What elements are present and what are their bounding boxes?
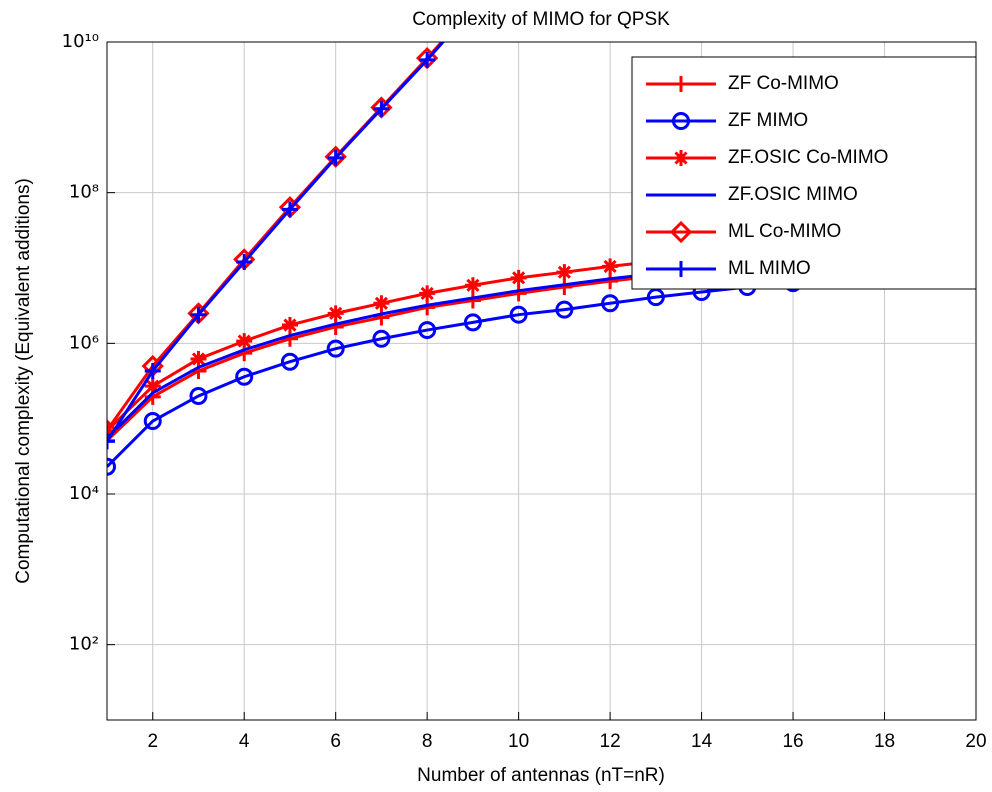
legend-label: ZF.OSIC MIMO bbox=[728, 184, 858, 205]
marker bbox=[281, 317, 298, 334]
x-tick-label: 16 bbox=[782, 731, 803, 752]
marker bbox=[556, 278, 573, 295]
marker bbox=[144, 378, 161, 395]
marker bbox=[669, 220, 693, 244]
y-tick-label: 10⁴ bbox=[69, 483, 99, 504]
marker bbox=[281, 201, 298, 218]
marker bbox=[419, 285, 436, 302]
marker bbox=[419, 51, 436, 68]
marker bbox=[107, 457, 116, 476]
chart-title: Complexity of MIMO for QPSK bbox=[412, 9, 670, 30]
marker bbox=[646, 288, 665, 307]
marker bbox=[464, 277, 481, 294]
x-tick-label: 18 bbox=[874, 731, 895, 752]
legend-label: ZF Co-MIMO bbox=[728, 73, 839, 94]
marker bbox=[144, 362, 161, 379]
marker bbox=[509, 305, 528, 324]
marker bbox=[601, 294, 620, 313]
marker bbox=[373, 309, 390, 326]
x-axis-label: Number of antennas (nT=nR) bbox=[417, 765, 665, 786]
marker bbox=[281, 330, 298, 347]
y-tick-label: 10⁸ bbox=[69, 182, 99, 203]
marker bbox=[673, 150, 689, 166]
x-tick-label: 10 bbox=[508, 731, 529, 752]
legend-label: ML Co-MIMO bbox=[728, 221, 841, 242]
marker bbox=[236, 333, 253, 350]
marker bbox=[673, 261, 689, 277]
marker bbox=[236, 254, 253, 271]
marker bbox=[672, 112, 690, 130]
y-tick-label: 10⁶ bbox=[69, 332, 99, 353]
legend-label: ZF MIMO bbox=[728, 110, 808, 131]
marker bbox=[555, 300, 574, 319]
x-tick-label: 8 bbox=[422, 731, 433, 752]
marker bbox=[373, 295, 390, 312]
marker bbox=[602, 273, 619, 290]
x-tick-label: 2 bbox=[147, 731, 158, 752]
marker bbox=[510, 269, 527, 286]
x-tick-label: 6 bbox=[330, 731, 341, 752]
marker bbox=[235, 367, 254, 386]
y-axis-label: Computational complexity (Equivalent add… bbox=[13, 178, 34, 584]
x-tick-label: 12 bbox=[600, 731, 621, 752]
y-tick-label: 10¹⁰ bbox=[62, 31, 99, 52]
marker bbox=[107, 433, 115, 450]
marker bbox=[510, 285, 527, 302]
marker bbox=[143, 412, 162, 431]
marker bbox=[464, 292, 481, 309]
marker bbox=[463, 313, 482, 332]
marker bbox=[602, 258, 619, 275]
marker bbox=[189, 386, 208, 405]
marker bbox=[326, 339, 345, 358]
marker bbox=[327, 149, 344, 166]
legend-label: ML MIMO bbox=[728, 258, 811, 279]
marker bbox=[280, 352, 299, 371]
x-tick-label: 14 bbox=[691, 731, 713, 752]
legend-box bbox=[631, 56, 977, 290]
x-tick-label: 20 bbox=[965, 731, 986, 752]
marker bbox=[327, 305, 344, 322]
y-tick-label: 10² bbox=[69, 634, 99, 655]
marker bbox=[418, 321, 437, 340]
legend-label: ZF.OSIC Co-MIMO bbox=[728, 147, 888, 168]
marker bbox=[673, 76, 689, 92]
plot-frame bbox=[106, 41, 977, 721]
marker bbox=[372, 329, 391, 348]
marker bbox=[373, 100, 390, 117]
marker bbox=[190, 306, 207, 323]
marker bbox=[107, 419, 119, 442]
marker bbox=[190, 350, 207, 367]
x-tick-label: 4 bbox=[239, 731, 250, 752]
marker bbox=[556, 264, 573, 281]
